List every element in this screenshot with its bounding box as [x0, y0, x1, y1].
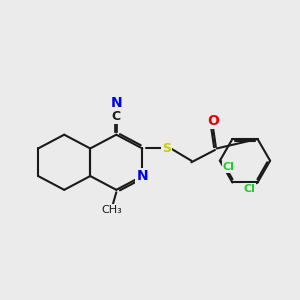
Text: Cl: Cl	[243, 184, 255, 194]
Text: S: S	[162, 142, 171, 155]
Text: CH₃: CH₃	[101, 205, 122, 215]
Text: N: N	[110, 95, 122, 110]
Text: Cl: Cl	[223, 162, 234, 172]
Text: N: N	[136, 169, 148, 183]
Text: C: C	[112, 110, 121, 123]
Text: O: O	[207, 114, 219, 128]
